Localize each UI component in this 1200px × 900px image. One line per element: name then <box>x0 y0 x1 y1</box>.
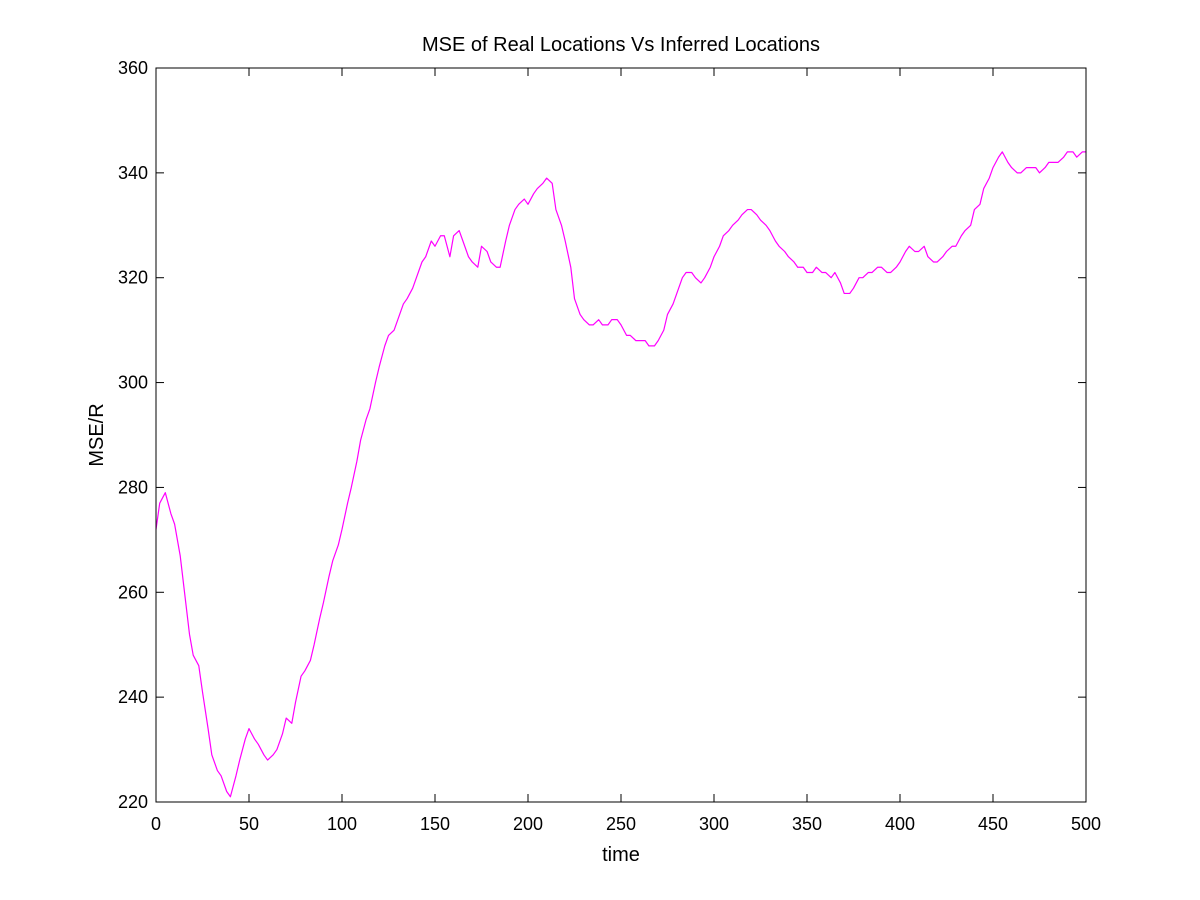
x-tick-label: 500 <box>1071 814 1101 834</box>
y-tick-label: 320 <box>118 268 148 288</box>
tick-layer: 0 50 100 150 200 250 300 350 400 450 500 220 240 260 2… <box>118 58 1101 834</box>
x-tick-label: 450 <box>978 814 1008 834</box>
x-axis-label: time <box>602 844 640 866</box>
y-tick-label: 340 <box>118 163 148 183</box>
y-tick-label: 240 <box>118 687 148 707</box>
x-tick-label: 50 <box>239 814 259 834</box>
x-tick-label: 250 <box>606 814 636 834</box>
y-axis-label: MSE/R <box>86 403 108 466</box>
y-tick-label: 260 <box>118 582 148 602</box>
x-tick-label: 300 <box>699 814 729 834</box>
chart-title: MSE of Real Locations Vs Inferred Locati… <box>422 34 820 56</box>
x-tick-label: 400 <box>885 814 915 834</box>
series-layer <box>155 151 1086 798</box>
x-tick-label: 0 <box>151 814 161 834</box>
y-tick-label: 300 <box>118 373 148 393</box>
y-tick-label: 220 <box>118 792 148 812</box>
y-tick-label: 280 <box>118 477 148 497</box>
x-tick-label: 350 <box>792 814 822 834</box>
x-tick-label: 200 <box>513 814 543 834</box>
series-line <box>155 151 1086 798</box>
y-tick-label: 360 <box>118 58 148 78</box>
x-tick-label: 100 <box>327 814 357 834</box>
x-tick-label: 150 <box>420 814 450 834</box>
